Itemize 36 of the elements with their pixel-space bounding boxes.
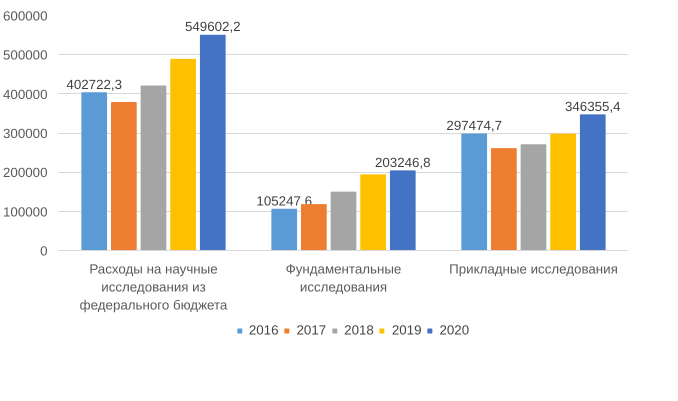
y-tick-label: 100000 bbox=[3, 204, 48, 220]
bar bbox=[111, 102, 137, 250]
x-tick-label: Прикладные исследования bbox=[449, 262, 618, 276]
y-tick-label: 500000 bbox=[3, 48, 48, 63]
bar bbox=[81, 92, 108, 250]
data-label: 105247,6 bbox=[256, 193, 312, 208]
bar bbox=[271, 208, 298, 250]
legend-label: 2019 bbox=[392, 322, 422, 338]
bar bbox=[170, 58, 196, 250]
data-label: 346355,4 bbox=[564, 98, 622, 114]
bar bbox=[550, 134, 576, 250]
bar bbox=[301, 204, 327, 250]
bar bbox=[390, 170, 416, 250]
data-label: 297474,7 bbox=[446, 118, 502, 133]
y-tick-label: 300000 bbox=[3, 126, 48, 141]
bar bbox=[461, 133, 488, 250]
x-tick-label: Расходы на научные исследования из федерального бюджета bbox=[80, 262, 228, 312]
x-tick-label: Фундаментальные исследования bbox=[286, 262, 402, 294]
y-tick-label: 400000 bbox=[3, 86, 48, 102]
legend-label: 2016 bbox=[248, 322, 279, 338]
data-label: 203246,8 bbox=[374, 154, 431, 170]
data-label: 549602,2 bbox=[184, 19, 241, 34]
legend-label: 2020 bbox=[439, 322, 470, 338]
y-tick-label: 600000 bbox=[3, 8, 48, 24]
bar bbox=[140, 86, 166, 250]
bar bbox=[330, 192, 356, 250]
bar bbox=[520, 144, 546, 250]
y-tick-label: 200000 bbox=[3, 165, 48, 180]
data-label: 402722,3 bbox=[66, 76, 122, 92]
bar bbox=[360, 174, 386, 250]
legend-label: 2018 bbox=[344, 322, 374, 338]
bar bbox=[580, 114, 606, 250]
bar bbox=[200, 34, 226, 250]
y-tick-label: 0 bbox=[40, 244, 48, 258]
bar bbox=[491, 148, 517, 250]
legend-label: 2017 bbox=[296, 322, 326, 338]
